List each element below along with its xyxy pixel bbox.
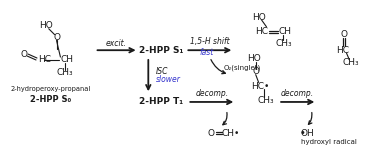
Text: hydroxyl radical: hydroxyl radical (301, 139, 357, 145)
Text: decomp.: decomp. (195, 89, 228, 98)
Text: fast: fast (200, 48, 214, 57)
Text: HO: HO (252, 12, 265, 21)
Text: 2-HPP S₁: 2-HPP S₁ (139, 46, 183, 55)
Text: CH•: CH• (222, 129, 240, 138)
Text: excit.: excit. (105, 39, 127, 48)
Text: O: O (340, 30, 347, 39)
Text: HC: HC (256, 27, 268, 36)
Text: O₂(singlet): O₂(singlet) (223, 65, 261, 71)
Text: HC: HC (336, 46, 349, 55)
Text: O: O (53, 33, 60, 42)
Text: decomp.: decomp. (281, 89, 314, 98)
Text: OH: OH (301, 129, 314, 138)
Text: O: O (208, 129, 215, 138)
Text: CH₃: CH₃ (257, 96, 274, 106)
Text: ISC: ISC (156, 67, 169, 76)
Text: 2-HPP T₁: 2-HPP T₁ (139, 97, 183, 106)
Text: O: O (21, 50, 28, 59)
Text: CH₃: CH₃ (342, 58, 359, 67)
Text: CH₃: CH₃ (57, 68, 74, 77)
Text: 1,5-H shift: 1,5-H shift (190, 37, 229, 46)
Text: CH: CH (278, 27, 291, 36)
Text: HO: HO (39, 21, 53, 30)
Text: HC: HC (38, 55, 51, 65)
Text: HC•: HC• (251, 82, 270, 91)
Text: O: O (252, 67, 259, 76)
Text: slower: slower (156, 75, 181, 84)
Text: 2-hydroperoxy-propanal: 2-hydroperoxy-propanal (11, 86, 91, 92)
Text: •: • (300, 128, 305, 138)
Text: CH: CH (60, 55, 73, 65)
Text: CH₃: CH₃ (276, 39, 292, 48)
Text: HO: HO (247, 55, 260, 64)
Text: 2-HPP S₀: 2-HPP S₀ (30, 95, 71, 103)
